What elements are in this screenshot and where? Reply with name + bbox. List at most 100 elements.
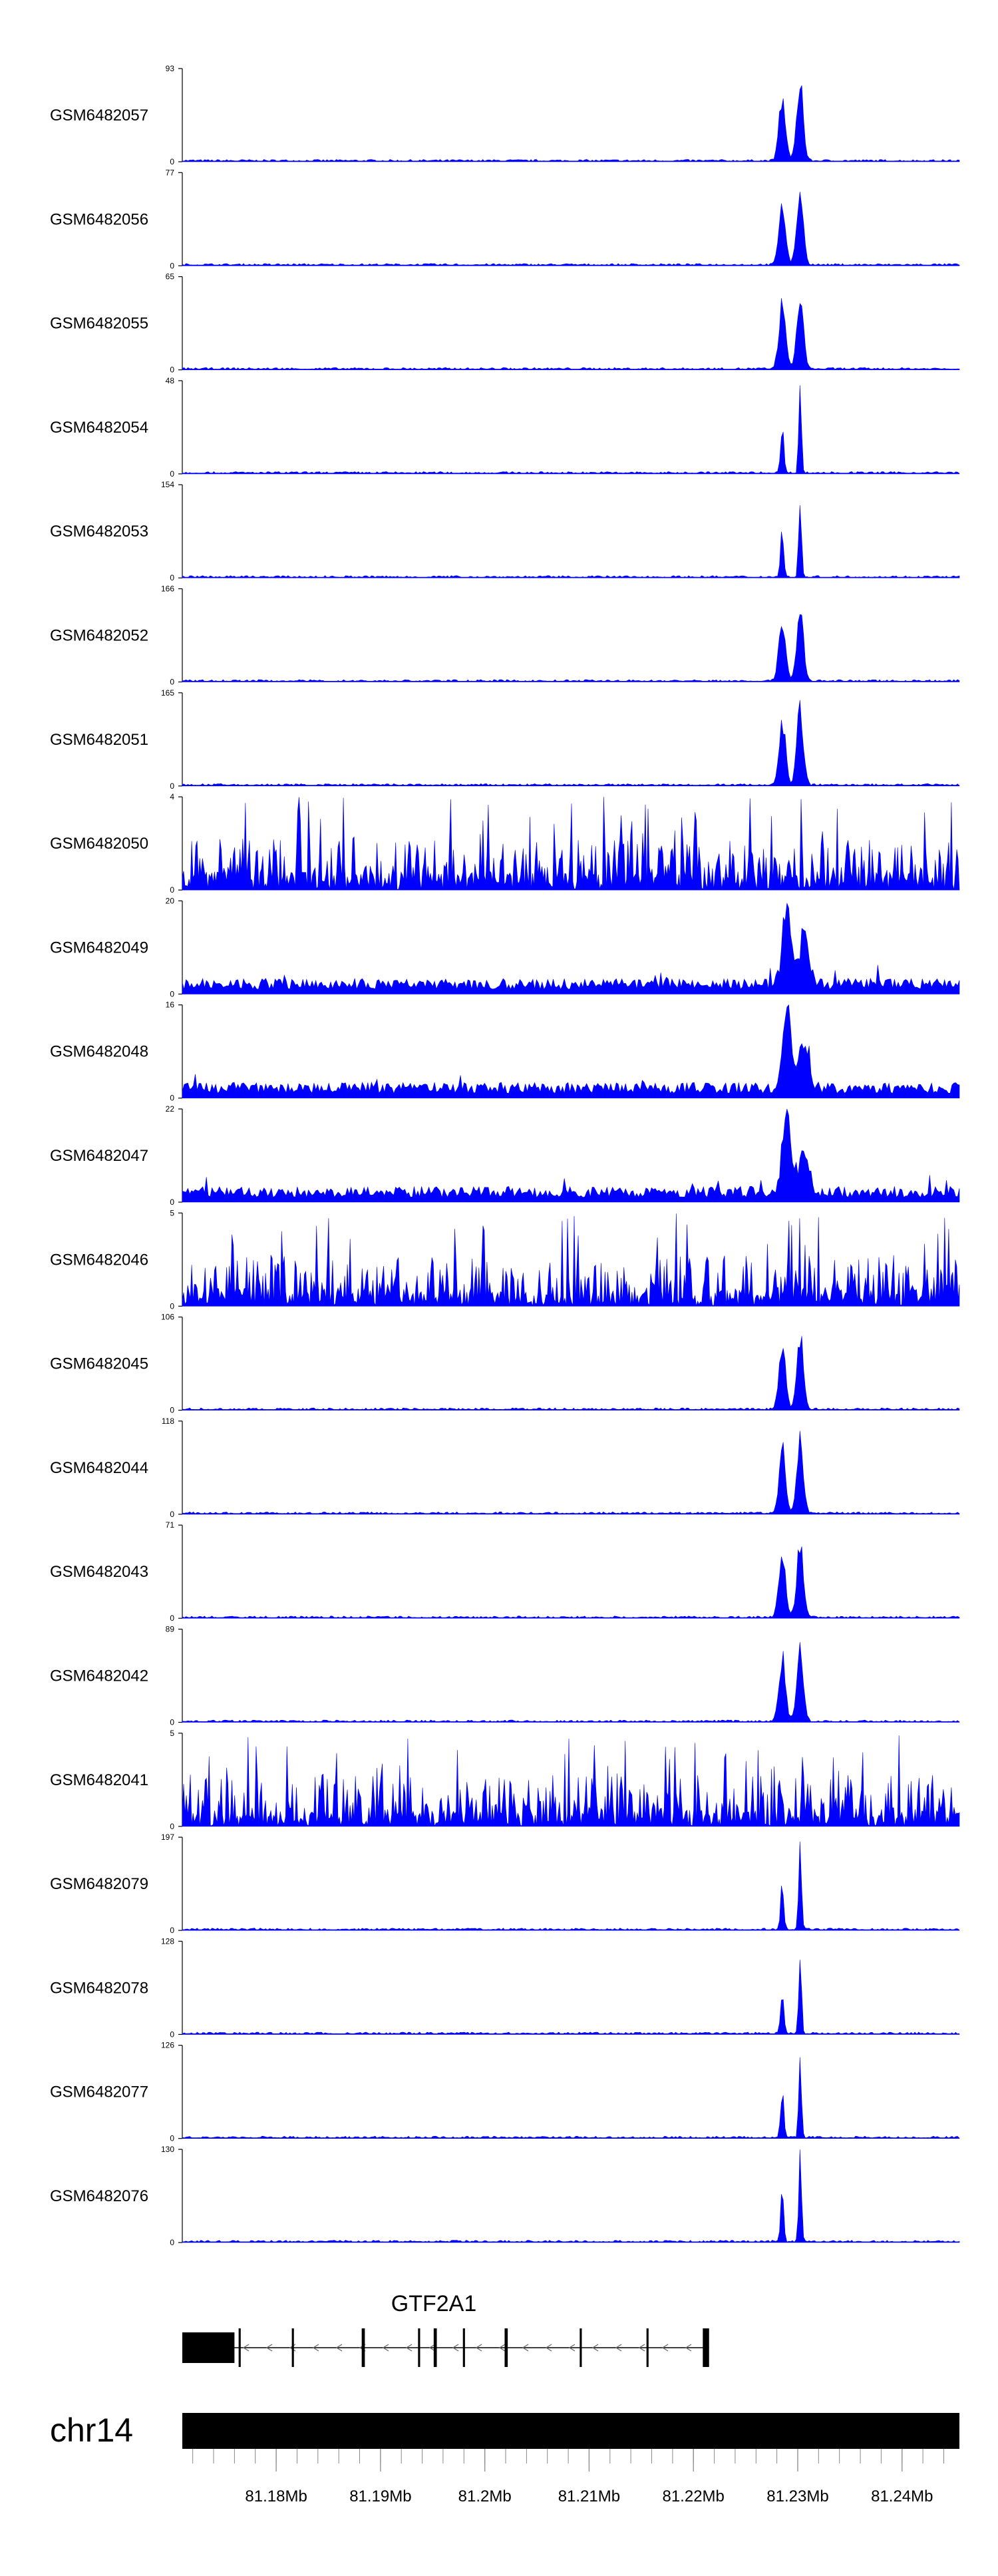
coverage-signal	[182, 1430, 960, 1515]
y-max-label: 130	[161, 2145, 174, 2154]
track-GSM6482056: GSM6482056 77 0	[50, 168, 960, 270]
gene-track: GTF2A1	[182, 2291, 709, 2367]
y-max-label: 118	[162, 1416, 174, 1426]
sample-label: GSM6482051	[50, 731, 148, 749]
coverage-signal	[182, 2057, 960, 2139]
tick-label: 81.24Mb	[871, 2487, 933, 2505]
strand-arrow	[568, 2344, 576, 2352]
y-max-label: 197	[161, 1832, 174, 1842]
y-max-label: 5	[170, 1208, 174, 1217]
sample-label: GSM6482079	[50, 1875, 148, 1893]
track-GSM6482042: GSM6482042 89 0	[50, 1625, 960, 1727]
sample-label: GSM6482044	[50, 1459, 148, 1477]
coverage-tracks: GSM6482057930GSM6482056770GSM6482055650G…	[50, 64, 960, 2247]
y-min-label: 0	[170, 1197, 174, 1207]
strand-arrow	[498, 2344, 506, 2352]
gene-label: GTF2A1	[391, 2291, 476, 2316]
strand-arrow	[522, 2344, 529, 2352]
strand-arrow	[265, 2344, 273, 2352]
exon	[462, 2328, 465, 2367]
track-GSM6482041: GSM6482041 5 0	[50, 1729, 960, 1831]
coverage-signal	[182, 85, 960, 162]
y-min-label: 0	[170, 365, 174, 375]
track-GSM6482076: GSM6482076 130 0	[50, 2145, 960, 2247]
strand-arrow	[312, 2344, 319, 2352]
y-max-label: 126	[161, 2041, 174, 2050]
sample-label: GSM6482046	[50, 1251, 148, 1269]
chromosome-ideogram-bar	[182, 2413, 959, 2449]
y-min-label: 0	[170, 781, 174, 791]
y-max-label: 16	[166, 1000, 175, 1010]
track-GSM6482047: GSM6482047 22 0	[50, 1104, 960, 1207]
strand-arrow	[428, 2344, 436, 2352]
coverage-signal	[182, 385, 960, 475]
coverage-signal	[182, 700, 960, 787]
strand-arrow	[452, 2344, 459, 2352]
sample-label: GSM6482056	[50, 210, 148, 228]
exon	[433, 2328, 437, 2367]
coverage-signal	[182, 903, 960, 994]
chromosome-axis: chr14 81.18Mb 81.19Mb 81.2Mb 81.21Mb 81.22Mb…	[50, 2412, 959, 2505]
exon	[646, 2328, 649, 2367]
y-min-label: 0	[170, 2238, 174, 2247]
y-min-label: 0	[170, 2134, 174, 2143]
sample-label: GSM6482078	[50, 1979, 148, 1997]
sample-label: GSM6482043	[50, 1563, 148, 1581]
sample-label: GSM6482045	[50, 1355, 148, 1373]
y-min-label: 0	[170, 1613, 174, 1623]
tick-label: 81.23Mb	[766, 2487, 828, 2505]
track-GSM6482077: GSM6482077 126 0	[50, 2041, 960, 2143]
y-max-label: 166	[161, 584, 174, 594]
coverage-signal	[182, 192, 960, 266]
y-min-label: 0	[170, 1510, 174, 1519]
y-min-label: 0	[170, 1926, 174, 1935]
exon	[504, 2328, 508, 2367]
coverage-signal	[182, 298, 960, 371]
y-min-label: 0	[170, 1822, 174, 1831]
gene-model	[182, 2328, 709, 2367]
y-min-label: 0	[170, 1094, 174, 1103]
track-GSM6482045: GSM6482045 106 0	[50, 1313, 960, 1415]
tick-label: 81.22Mb	[662, 2487, 724, 2505]
y-max-label: 65	[166, 272, 175, 282]
exon	[238, 2328, 241, 2367]
track-GSM6482046: GSM6482046 5 0	[50, 1208, 960, 1311]
coverage-signal	[182, 1213, 960, 1307]
track-GSM6482050: GSM6482050 4 0	[50, 792, 960, 895]
strand-arrow	[638, 2344, 645, 2352]
coverage-signal	[182, 614, 960, 682]
sample-label: GSM6482076	[50, 2187, 148, 2205]
track-GSM6482043: GSM6482043 71 0	[50, 1520, 960, 1623]
exon	[580, 2328, 582, 2367]
sample-label: GSM6482048	[50, 1043, 148, 1061]
strand-arrow	[591, 2344, 599, 2352]
exon	[361, 2328, 365, 2367]
coverage-signal	[182, 1641, 960, 1723]
track-GSM6482044: GSM6482044 118 0	[50, 1416, 960, 1519]
y-max-label: 165	[161, 688, 174, 698]
sample-label: GSM6482054	[50, 419, 148, 437]
strand-arrow	[685, 2344, 692, 2352]
sample-label: GSM6482057	[50, 107, 148, 124]
strand-arrow	[335, 2344, 343, 2352]
y-max-label: 77	[166, 168, 175, 177]
y-max-label: 154	[161, 480, 174, 489]
track-GSM6482079: GSM6482079 197 0	[50, 1832, 960, 1935]
y-max-label: 128	[161, 1936, 174, 1946]
coverage-signal	[182, 505, 960, 578]
sample-label: GSM6482041	[50, 1771, 148, 1789]
track-GSM6482078: GSM6482078 128 0	[50, 1936, 960, 2039]
strand-arrow	[382, 2344, 389, 2352]
y-min-label: 0	[170, 261, 174, 270]
coverage-signal	[182, 2149, 960, 2243]
y-max-label: 22	[166, 1104, 175, 1114]
coverage-signal	[182, 1960, 960, 2035]
y-max-label: 89	[166, 1625, 175, 1634]
track-GSM6482057: GSM6482057 93 0	[50, 64, 960, 166]
y-min-label: 0	[170, 678, 174, 687]
tick-label: 81.21Mb	[558, 2487, 620, 2505]
strand-arrow	[545, 2344, 552, 2352]
y-max-label: 71	[166, 1520, 175, 1530]
y-min-label: 0	[170, 1406, 174, 1415]
